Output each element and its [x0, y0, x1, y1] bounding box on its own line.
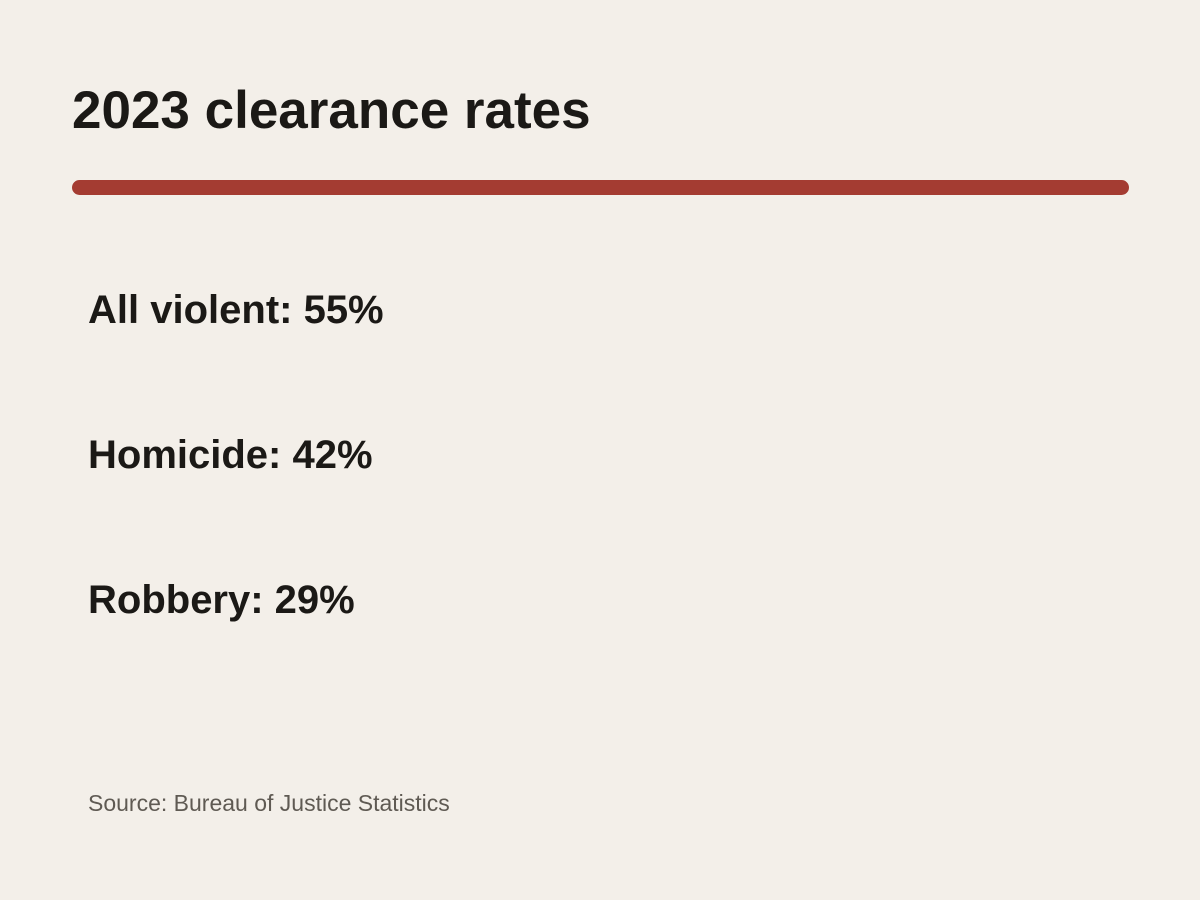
- source-note: Source: Bureau of Justice Statistics: [88, 790, 450, 816]
- stat-robbery: Robbery: 29%: [88, 578, 355, 622]
- stat-homicide: Homicide: 42%: [88, 433, 373, 477]
- accent-divider: [72, 180, 1129, 195]
- stat-all-violent: All violent: 55%: [88, 288, 384, 332]
- page-title: 2023 clearance rates: [72, 81, 591, 140]
